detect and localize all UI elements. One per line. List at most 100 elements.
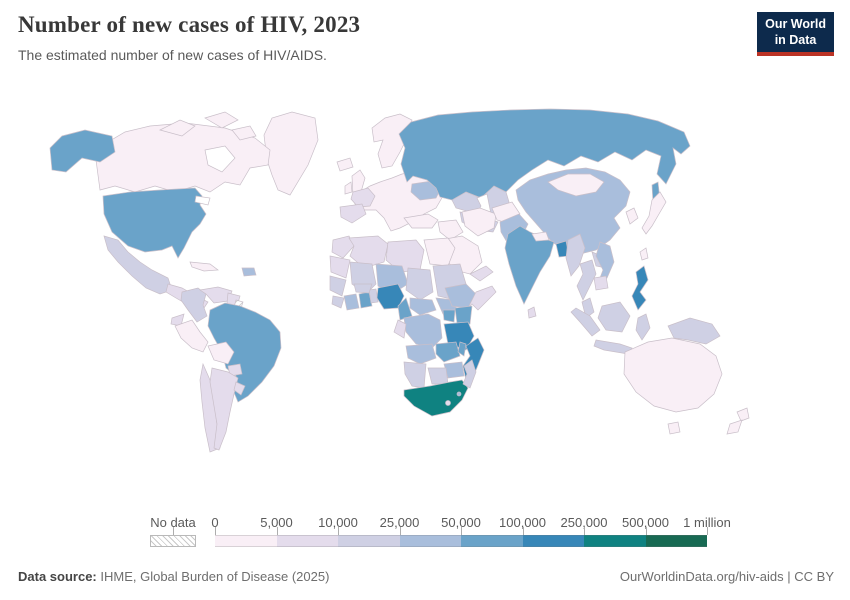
region-taiwan[interactable] [639, 247, 649, 261]
region-senegal-guinea[interactable] [329, 275, 347, 297]
region-sierra-leone-liberia[interactable] [331, 295, 345, 309]
region-new-zealand-north[interactable] [736, 407, 750, 422]
region-nepal[interactable] [531, 231, 550, 242]
region-kenya[interactable] [454, 305, 473, 325]
legend-bin-swatch[interactable] [215, 535, 277, 547]
region-cote-divoire[interactable] [343, 293, 360, 311]
region-morocco[interactable] [331, 235, 355, 259]
legend-bin-swatch[interactable] [584, 535, 646, 547]
legend-tick-mark [215, 527, 216, 535]
data-source-label: Data source: [18, 569, 97, 584]
region-cuba[interactable] [189, 261, 219, 272]
legend-bin-swatch[interactable] [522, 535, 584, 547]
region-drc[interactable] [403, 313, 443, 349]
region-congo-gabon[interactable] [393, 319, 407, 339]
page-title: Number of new cases of HIV, 2023 [18, 12, 361, 37]
region-canada-arctic-1[interactable] [159, 119, 196, 137]
region-new-guinea[interactable] [667, 317, 721, 345]
region-thailand[interactable] [576, 259, 597, 301]
legend-bin-swatch[interactable] [645, 535, 707, 547]
region-uruguay[interactable] [233, 381, 246, 396]
region-namibia[interactable] [403, 361, 427, 389]
legend-tick-mark [338, 527, 339, 535]
region-eswatini[interactable] [456, 391, 462, 397]
region-algeria[interactable] [348, 235, 389, 269]
legend-bin-swatch[interactable] [461, 535, 523, 547]
legend-bin-swatch[interactable] [276, 535, 338, 547]
region-hispaniola[interactable] [241, 267, 257, 277]
legend-tick-label: 50,000 [441, 515, 481, 530]
region-iraq-syria[interactable] [437, 219, 464, 241]
region-burkina-faso[interactable] [353, 283, 373, 294]
region-greenland[interactable] [263, 111, 319, 196]
legend-no-data-swatch[interactable] [150, 535, 196, 547]
region-iran[interactable] [461, 207, 497, 237]
legend-no-data-label: No data [150, 515, 196, 530]
region-cameroon[interactable] [397, 297, 413, 321]
region-south-africa[interactable] [403, 379, 469, 417]
region-yemen-oman[interactable] [469, 265, 494, 282]
region-iberia[interactable] [339, 203, 367, 224]
owid-logo-line2: in Data [774, 32, 817, 47]
region-australia[interactable] [623, 337, 723, 413]
region-bolivia[interactable] [207, 341, 235, 365]
region-korea[interactable] [625, 207, 639, 225]
legend-bin-swatch[interactable] [399, 535, 461, 547]
region-scandinavia[interactable] [371, 113, 413, 169]
region-angola[interactable] [405, 343, 437, 365]
region-central-african-republic[interactable] [409, 297, 437, 316]
legend-tick-mark [584, 527, 585, 535]
region-mongolia[interactable] [547, 173, 605, 197]
region-peru[interactable] [174, 319, 209, 353]
region-canada[interactable] [95, 122, 271, 193]
legend-tick-mark [522, 527, 524, 535]
region-united-states[interactable] [102, 187, 207, 259]
region-ireland[interactable] [344, 181, 353, 195]
region-lesotho[interactable] [445, 400, 451, 406]
region-colombia[interactable] [180, 287, 208, 323]
region-canada-arctic-3[interactable] [231, 125, 257, 141]
legend-tick-label: 25,000 [379, 515, 420, 530]
region-philippines[interactable] [631, 265, 649, 311]
region-cambodia[interactable] [593, 275, 609, 291]
region-sulawesi[interactable] [635, 313, 651, 341]
region-myanmar[interactable] [565, 233, 586, 277]
data-source-text: Data source: IHME, Global Burden of Dise… [18, 569, 329, 584]
legend-tick-label: 100,000 [499, 515, 546, 530]
region-canada-arctic-2[interactable] [204, 111, 239, 129]
region-alaska[interactable] [49, 129, 116, 173]
legend-tick-mark [399, 527, 401, 535]
credit-link[interactable]: OurWorldinData.org/hiv-aids | CC BY [619, 569, 834, 584]
legend-tick-mark [461, 527, 462, 535]
legend-tick-mark [276, 527, 278, 535]
owid-logo[interactable]: Our World in Data [757, 12, 834, 57]
region-chad[interactable] [405, 267, 434, 301]
region-japan[interactable] [641, 191, 667, 235]
region-botswana[interactable] [427, 367, 449, 385]
region-uganda[interactable] [442, 309, 456, 323]
region-togo-benin[interactable] [368, 288, 379, 304]
region-sumatra[interactable] [570, 307, 601, 337]
region-borneo[interactable] [597, 301, 631, 333]
region-sri-lanka[interactable] [527, 306, 537, 319]
data-source-value: IHME, Global Burden of Disease (2025) [96, 569, 330, 584]
region-iceland[interactable] [336, 157, 354, 172]
legend-bin-swatch[interactable] [338, 535, 400, 547]
region-france[interactable] [350, 187, 376, 208]
region-turkey[interactable] [403, 213, 439, 229]
region-tasmania[interactable] [667, 421, 681, 435]
region-argentina[interactable] [209, 367, 239, 451]
hudson-bay [204, 145, 236, 173]
region-madagascar[interactable] [462, 359, 477, 389]
region-new-zealand-south[interactable] [726, 419, 743, 435]
region-india[interactable] [504, 225, 555, 305]
region-egypt[interactable] [423, 237, 456, 267]
region-zambia[interactable] [435, 341, 461, 363]
region-malawi[interactable] [457, 341, 467, 357]
legend-tick-mark [645, 527, 647, 535]
region-mauritania[interactable] [329, 255, 351, 279]
legend-tick-label: 10,000 [318, 515, 358, 530]
legend-tick-mark [707, 527, 708, 535]
